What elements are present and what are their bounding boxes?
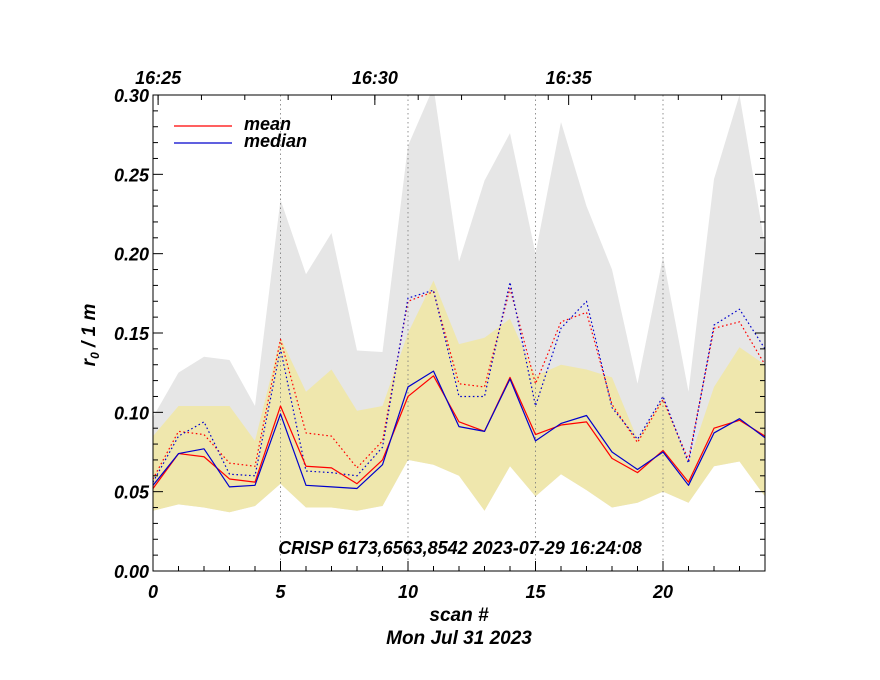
mean-solid-line xyxy=(153,375,765,489)
top-time-label: 16:25 xyxy=(135,68,182,88)
top-time-label: 16:35 xyxy=(546,68,593,88)
legend-label-median: median xyxy=(244,131,307,151)
x-tick-label: 20 xyxy=(652,582,673,602)
axes xyxy=(152,94,766,572)
y-tick-labels: 0.00 0.05 0.10 0.15 0.20 0.25 0.30 xyxy=(114,86,150,582)
series-2-dotted-line xyxy=(153,287,765,480)
date-label: Mon Jul 31 2023 xyxy=(386,628,532,649)
x-tick-label: 0 xyxy=(148,582,158,602)
y-tick-label: 0.10 xyxy=(114,403,149,423)
y-tick-label: 0.20 xyxy=(114,245,149,265)
top-time-labels: 16:25 16:30 16:35 xyxy=(135,68,593,88)
legend-label-mean: mean xyxy=(244,114,291,134)
x-tick-label: 5 xyxy=(275,582,286,602)
y-tick-label: 0.15 xyxy=(114,324,150,344)
y-axis-title-rest: / 1 m xyxy=(79,304,100,353)
y-tick-label: 0.00 xyxy=(114,562,149,582)
y-axis-title-main: r xyxy=(79,357,100,366)
top-time-label: 16:30 xyxy=(352,68,398,88)
vertical-dotted-lines xyxy=(280,95,664,571)
x-tick-label: 10 xyxy=(398,582,418,602)
chart-annotation: CRISP 6173,6563,8542 2023-07-29 16:24:08 xyxy=(278,538,642,558)
series-lines xyxy=(153,281,765,490)
y-tick-label: 0.05 xyxy=(114,483,150,503)
x-axis-title: scan # xyxy=(429,605,489,626)
y-tick-label: 0.30 xyxy=(114,86,149,106)
band-1 xyxy=(153,280,765,513)
y-axis-title: r0 / 1 m xyxy=(79,304,102,367)
x-tick-labels: 0 5 10 15 20 xyxy=(148,582,673,602)
median-solid-line xyxy=(153,370,765,490)
y-tick-label: 0.25 xyxy=(114,165,150,185)
x-tick-label: 15 xyxy=(525,582,546,602)
legend: mean median xyxy=(174,114,307,151)
y-axis-title-subscript: 0 xyxy=(88,352,102,359)
